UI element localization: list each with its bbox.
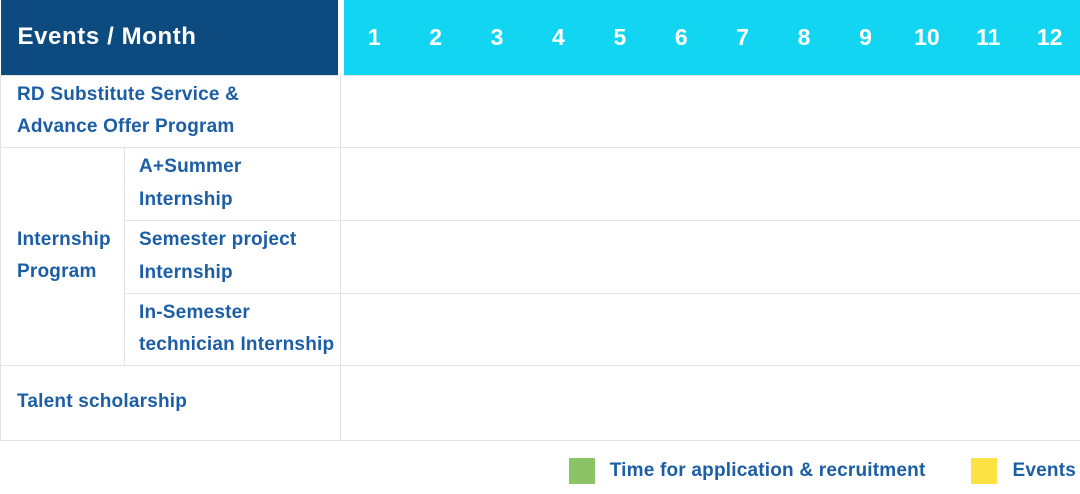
months-header: 1 2 3 4 5 6 7 8 9 10 11 12 [340, 0, 1080, 75]
month-numbers: 1 2 3 4 5 6 7 8 9 10 11 12 [344, 24, 1080, 51]
month-1: 1 [367, 23, 381, 50]
month-11: 11 [976, 23, 1001, 50]
month-2: 2 [429, 23, 443, 50]
row-label-semester-project: Semester project Internship [123, 219, 342, 294]
month-3: 3 [490, 23, 504, 50]
table-row: RD Substitute Service & Advance Offer Pr… [0, 74, 1080, 148]
month-9: 9 [859, 23, 872, 50]
month-10: 10 [914, 23, 940, 50]
month-7: 7 [736, 23, 750, 50]
table-row: Internship Program A+Summer Internship [0, 146, 1080, 366]
table-row: Talent scholarship [0, 364, 1080, 441]
group-label-internship-program: Internship Program [0, 146, 125, 366]
header-row: Events / Month 1 2 3 4 5 6 7 8 9 10 11 1… [0, 0, 1080, 75]
month-12: 12 [1036, 23, 1063, 50]
legend-item-events: Events [971, 458, 1076, 484]
row-label-in-semester-technician: In-Semester technician Internship [123, 292, 342, 366]
row-label-rd-substitute: RD Substitute Service & Advance Offer Pr… [0, 74, 342, 148]
month-4: 4 [552, 23, 565, 50]
application-swatch-icon [568, 458, 595, 484]
table-row: Semester project Internship [1, 219, 1080, 294]
events-month-header: Events / Month [0, 0, 344, 75]
row-label-a-plus-summer: A+Summer Internship [123, 146, 342, 221]
month-6: 6 [674, 23, 688, 50]
gantt-table: Events / Month 1 2 3 4 5 6 7 8 9 10 11 1… [0, 0, 1080, 441]
table-row: In-Semester technician Internship [1, 292, 1080, 366]
legend-label-application: Time for application & recruitment [609, 460, 926, 481]
month-5: 5 [613, 23, 627, 50]
legend-label-events: Events [1012, 460, 1076, 481]
legend-item-application: Time for application & recruitment [568, 458, 926, 484]
row-label-talent-scholarship: Talent scholarship [0, 364, 342, 441]
month-8: 8 [797, 23, 811, 50]
events-swatch-icon [971, 458, 998, 484]
legend: Time for application & recruitment Event… [568, 458, 1076, 484]
